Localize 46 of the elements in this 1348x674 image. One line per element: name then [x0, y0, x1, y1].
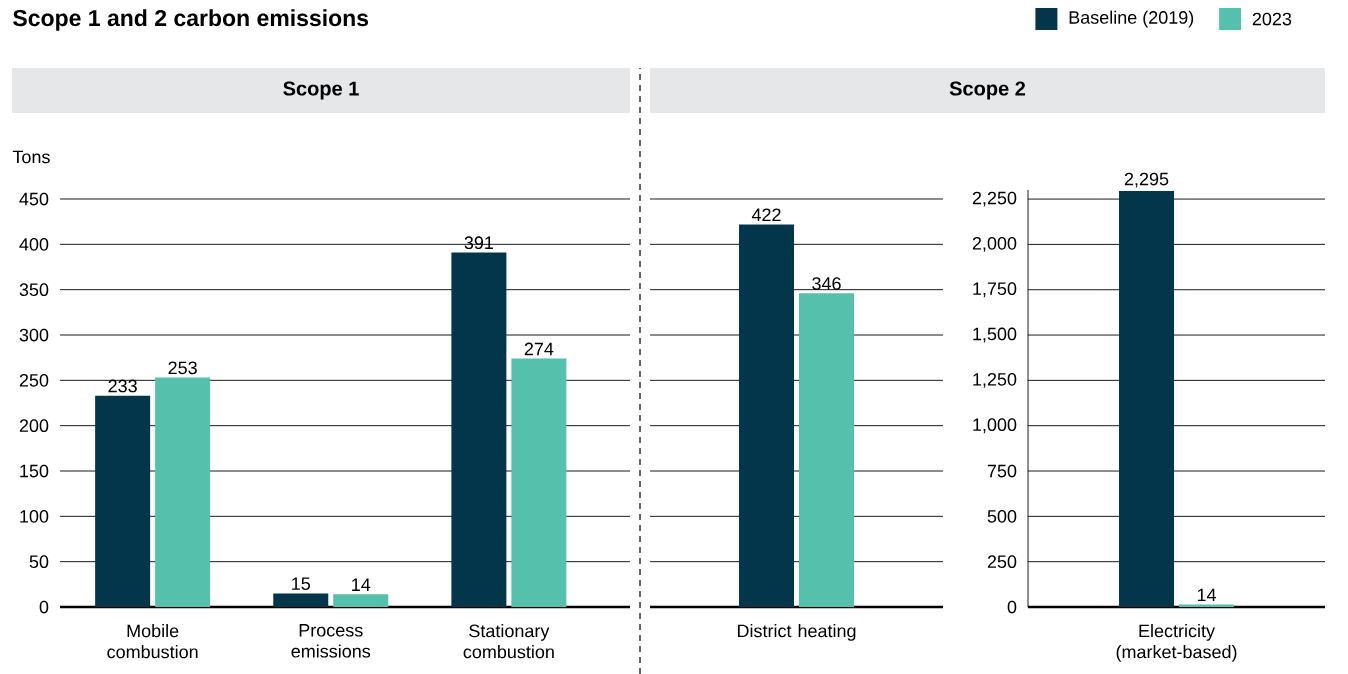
data-label: 14: [352, 578, 371, 591]
bar: [333, 594, 389, 607]
bar: [155, 377, 211, 607]
x-tick-label: Stationary combustion: [463, 624, 554, 659]
y-axis-title: Tons: [12, 150, 50, 164]
bar: [273, 593, 329, 607]
bar: [511, 358, 567, 607]
legend-label: 2023: [1252, 12, 1292, 26]
y-tick-label: 400: [19, 237, 49, 251]
data-label: 233: [108, 379, 137, 393]
x-tick-label: District heating: [737, 624, 856, 641]
x-tick-label: Mobile combustion: [107, 624, 198, 659]
y-tick-label: 2,000: [972, 236, 1017, 252]
text: Scope 2: [949, 81, 1026, 100]
y-tick-label: 1,250: [973, 372, 1017, 388]
bar: [451, 252, 507, 607]
x-tick-label: Electricity (market-based): [1116, 624, 1237, 662]
y-tick-label: 1,500: [973, 327, 1017, 343]
y-tick-label: 250: [987, 555, 1017, 569]
y-tick-label: 300: [19, 328, 49, 342]
y-tick-label: 100: [20, 509, 49, 523]
data-label: 422: [751, 208, 781, 221]
y-tick-label: 150: [20, 464, 49, 478]
data-label: 15: [292, 577, 311, 591]
y-tick-label: 0: [39, 600, 49, 614]
x-tick-label: Process emissions: [291, 624, 371, 658]
chart-title: Scope 1 and 2 carbon emissions: [13, 9, 369, 31]
y-tick-label: 250: [19, 373, 49, 387]
y-tick-label: 0: [1007, 600, 1017, 614]
y-tick-label: 1,000: [973, 418, 1017, 434]
y-tick-label: 1,750: [973, 282, 1017, 298]
data-label: 274: [524, 342, 554, 356]
data-label: 14: [1197, 588, 1216, 602]
bar: [95, 395, 151, 607]
y-tick-label: 750: [987, 464, 1017, 478]
chart-subtitle: Scope 1: [283, 81, 359, 100]
y-tick-label: 500: [987, 509, 1017, 523]
y-tick-label: 50: [29, 555, 49, 569]
y-tick-label: 450: [19, 192, 49, 206]
data-label: 346: [812, 277, 841, 290]
y-tick-label: 200: [19, 419, 49, 433]
data-label: 253: [168, 361, 197, 375]
y-tick-label: 2,250: [972, 191, 1017, 207]
y-tick-label: 350: [19, 283, 49, 297]
legend-label: Baseline (2019): [1069, 10, 1194, 28]
data-label: 2,295: [1124, 172, 1169, 188]
